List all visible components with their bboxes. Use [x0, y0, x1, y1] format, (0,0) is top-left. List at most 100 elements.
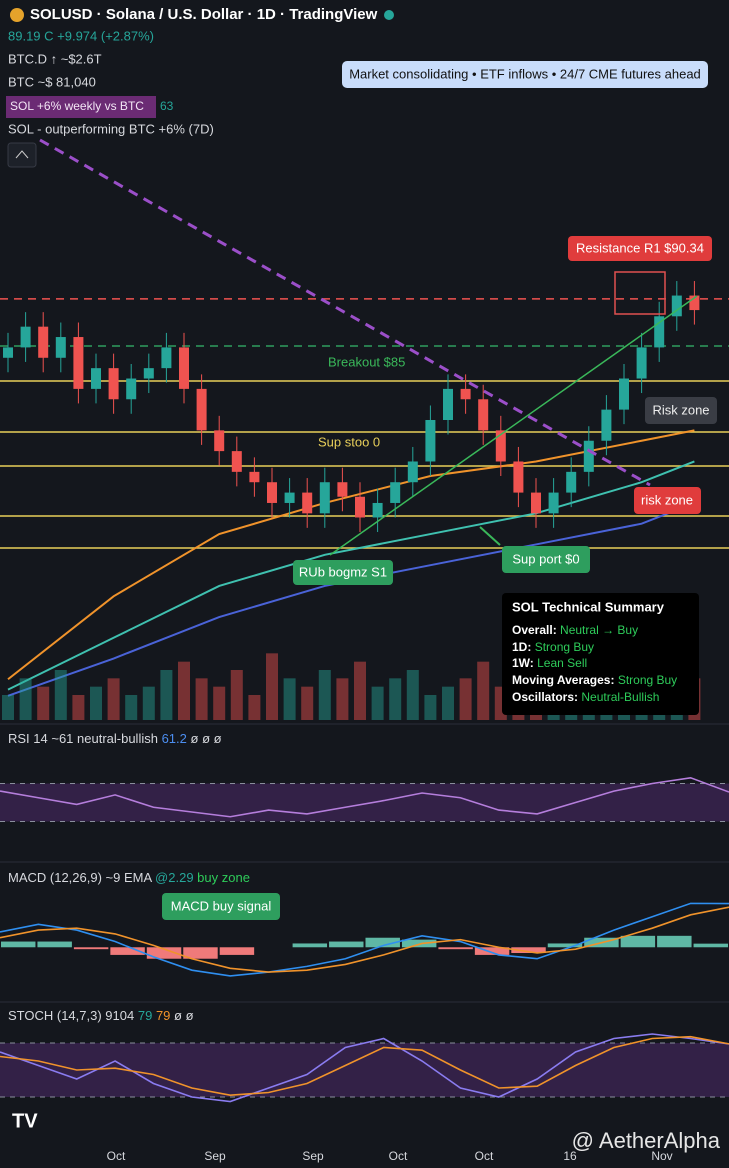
candle-body [231, 451, 242, 472]
badge-bg [6, 96, 156, 118]
volume-bar [2, 695, 14, 720]
candle-body [407, 461, 418, 483]
histogram-bar [365, 937, 400, 948]
histogram-bar [474, 947, 510, 955]
indicator-line [0, 902, 729, 977]
candle-body [689, 295, 700, 311]
candle-body [443, 388, 453, 420]
volume-bar [107, 678, 120, 720]
volume-bar [160, 670, 173, 720]
candle-body [108, 368, 119, 400]
histogram-bar [110, 947, 145, 955]
moving-average [7, 460, 695, 691]
histogram-bar [401, 939, 437, 948]
status-dot[interactable] [384, 10, 394, 20]
macd-title: MACD (12,26,9) ~9 EMA [8, 870, 152, 885]
candle-body [249, 471, 260, 483]
indicator-line [0, 1033, 729, 1103]
quote: 89.19 C +9.974 (+2.87%) [8, 28, 154, 43]
candle-body [91, 368, 101, 389]
stoch-header: STOCH (14,7,3) 9104 79 79 ø ø [8, 1008, 194, 1023]
support-stop-label: Sup stoo 0 [318, 434, 380, 449]
candle-body [601, 409, 612, 441]
macd-readout: @2.29 [155, 870, 194, 885]
histogram-bar [219, 947, 255, 955]
volume-bar [142, 686, 155, 720]
rsi-readout: 61.2 [162, 731, 187, 746]
risk-zone-label: risk zone [641, 492, 693, 507]
histogram-bar [37, 941, 72, 948]
candle-body [671, 295, 682, 317]
band-fill [0, 783, 729, 822]
stoch-readout: 79 [156, 1008, 170, 1023]
candle-body [460, 388, 471, 400]
candle-body [284, 492, 295, 503]
macd-header: MACD (12,26,9) ~9 EMA @2.29 buy zone [8, 870, 250, 885]
rsi-header: RSI 14 ~61 neutral-bullish 61.2 ø ø ø [8, 731, 222, 746]
summary-value: Neutral-Bullish [581, 690, 659, 704]
candle-body [531, 492, 541, 514]
candle-body [478, 399, 489, 431]
risk-zone-bg [634, 487, 701, 514]
summary-label: Moving Averages: [512, 673, 614, 687]
candle-body [372, 502, 383, 518]
x-tick-label: Oct [107, 1149, 126, 1163]
summary-label: 1D: [512, 640, 531, 654]
volume-bar [90, 686, 102, 720]
risk-zone-label: Risk zone [652, 402, 709, 417]
trendline [329, 295, 698, 556]
title: SOLUSD · Solana / U.S. Dollar · 1D · Tra… [30, 6, 378, 23]
candle-body [583, 440, 594, 472]
volume-bar [266, 653, 278, 720]
summary-value: Neutral → Buy [560, 623, 638, 637]
volume-bar [19, 678, 32, 720]
volume-bar [178, 661, 190, 720]
trendline [39, 138, 651, 487]
candle-body [143, 368, 154, 379]
summary-row: 1D: Strong Buy [512, 640, 594, 654]
badge-value: 63 [160, 99, 174, 113]
volume-bar [424, 695, 437, 720]
symbol-icon [10, 8, 24, 22]
histogram-bar [511, 947, 546, 953]
badge: SOL +6% weekly vs BTC [10, 99, 144, 113]
banner: Market consolidating • ETF inflows • 24/… [349, 66, 701, 81]
histogram-bar [183, 947, 218, 959]
x-tick-label: Nov [651, 1149, 672, 1163]
histogram-bar [1, 941, 36, 948]
candle-body [654, 316, 665, 348]
x-tick-label: Oct [475, 1149, 494, 1163]
volume-bar [442, 686, 454, 720]
summary-value: Lean Sell [537, 656, 587, 670]
support-s1-label: RUb bogmz S1 [299, 564, 387, 579]
candle-body [548, 492, 559, 514]
banner-bg [342, 61, 708, 88]
indicator-line [0, 776, 729, 818]
candle-body [302, 492, 313, 514]
summary-bg [502, 593, 699, 715]
candle-body [73, 337, 84, 389]
candle-body [337, 482, 348, 497]
candle-body [619, 378, 629, 410]
candle-body [355, 496, 365, 518]
summary-value: Strong Buy [618, 673, 677, 687]
btc-price: BTC ~$ 81,040 [8, 74, 96, 89]
volume-bar [301, 686, 314, 720]
volume-bar [72, 695, 85, 720]
volume-bar [477, 661, 490, 720]
candle-body [179, 347, 189, 389]
rsi-title: RSI 14 ~61 neutral-bullish [8, 731, 158, 746]
support-s0-bg [502, 546, 590, 573]
candle-body [126, 378, 137, 400]
macd-callout: MACD buy signal [171, 898, 272, 913]
collapse-button[interactable] [7, 142, 37, 168]
summary-row: 1W: Lean Sell [512, 656, 587, 670]
resistance-box [614, 271, 666, 315]
volume-bar [54, 670, 67, 720]
summary-title: SOL Technical Summary [512, 599, 665, 614]
btc-dominance: BTC.D ↑ ~$2.6T [8, 51, 102, 66]
histogram-bar [292, 943, 328, 948]
histogram-bar [329, 941, 364, 948]
x-tick-label: Sep [204, 1149, 226, 1163]
